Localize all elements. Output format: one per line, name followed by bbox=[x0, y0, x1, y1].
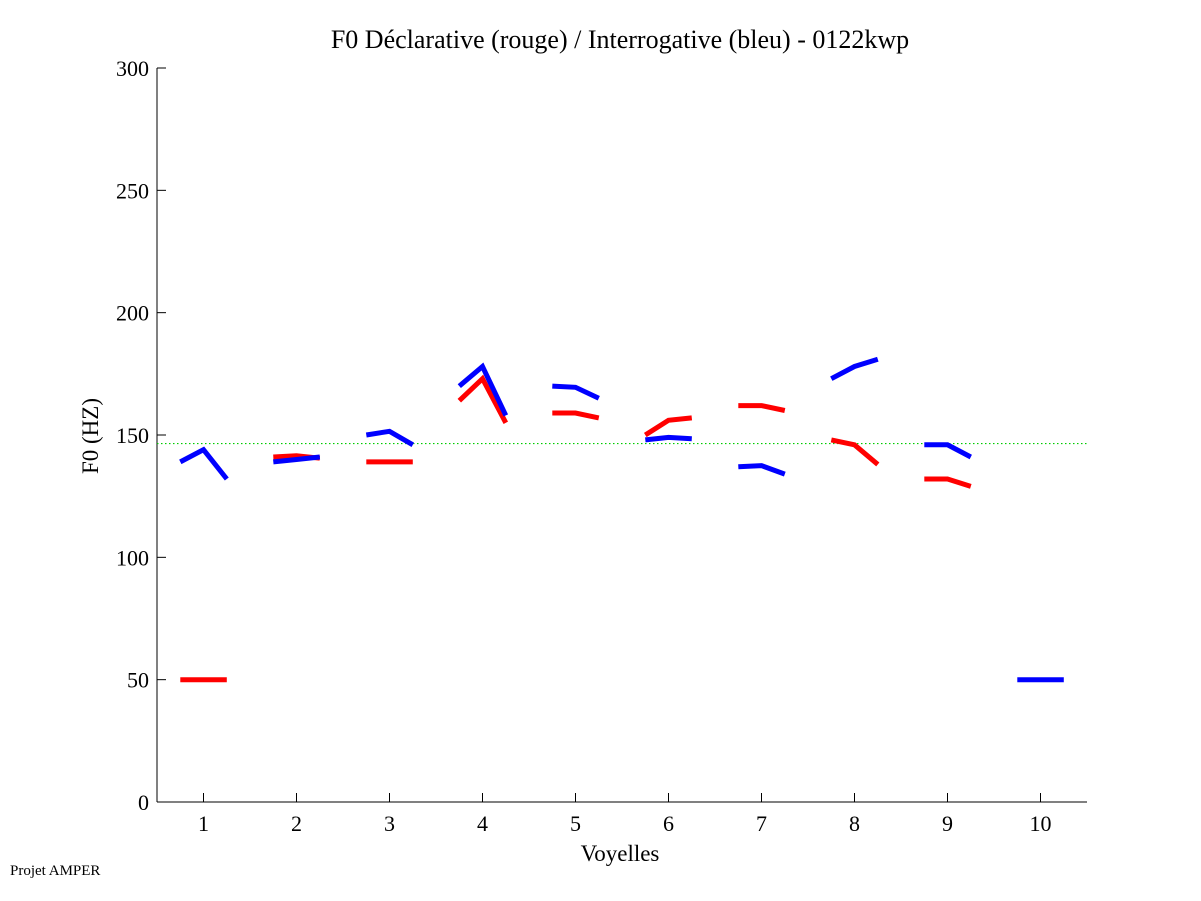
dclarative-segment-4 bbox=[457, 374, 509, 424]
y-tick-label: 100 bbox=[116, 545, 149, 570]
interrogative-segment-7 bbox=[738, 463, 786, 477]
x-tick-label: 6 bbox=[663, 811, 674, 836]
x-tick-label: 9 bbox=[942, 811, 953, 836]
interrogative-segment-4 bbox=[457, 362, 509, 417]
x-axis-label: Voyelles bbox=[581, 841, 660, 866]
interrogative-segment-8 bbox=[830, 356, 879, 381]
x-tick-label: 7 bbox=[756, 811, 767, 836]
x-tick-label: 2 bbox=[291, 811, 302, 836]
y-tick-label: 200 bbox=[116, 301, 149, 326]
interrogative-segment-1 bbox=[179, 446, 229, 481]
y-tick-label: 300 bbox=[116, 56, 149, 81]
credit-text: Projet AMPER bbox=[10, 863, 101, 879]
y-tick-label: 50 bbox=[127, 668, 149, 693]
x-tick-label: 5 bbox=[570, 811, 581, 836]
dclarative-segment-6 bbox=[643, 415, 693, 438]
x-tick-label: 10 bbox=[1030, 811, 1052, 836]
dclarative-segment-7 bbox=[738, 403, 786, 413]
y-tick-label: 150 bbox=[116, 423, 149, 448]
interrogative-segment-9 bbox=[924, 442, 972, 460]
dclarative-segment-8 bbox=[830, 437, 880, 467]
interrogative-segment-6 bbox=[645, 434, 692, 443]
dclarative-segment-5 bbox=[552, 410, 600, 421]
x-tick-label: 1 bbox=[198, 811, 209, 836]
interrogative-segment-5 bbox=[552, 383, 600, 401]
y-tick-label: 250 bbox=[116, 178, 149, 203]
x-tick-label: 4 bbox=[477, 811, 488, 836]
y-axis-label: F0 (HZ) bbox=[78, 398, 103, 474]
chart-title: F0 Déclarative (rouge) / Interrogative (… bbox=[331, 25, 909, 54]
dclarative-segment-9 bbox=[924, 476, 972, 489]
y-tick-label: 0 bbox=[138, 790, 149, 815]
interrogative-segment-2 bbox=[273, 454, 321, 465]
x-tick-label: 3 bbox=[384, 811, 395, 836]
x-tick-label: 8 bbox=[849, 811, 860, 836]
interrogative-segment-3 bbox=[365, 428, 415, 447]
plot-area: 0 50 100 150 200 250 300 1 2 3 4 5 6 7 8 9 10 bbox=[116, 56, 1087, 836]
